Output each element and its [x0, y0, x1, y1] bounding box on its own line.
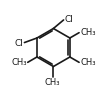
Text: CH₃: CH₃ [11, 58, 27, 67]
Text: CH₃: CH₃ [80, 58, 95, 67]
Text: Cl: Cl [64, 15, 73, 24]
Text: Cl: Cl [15, 39, 24, 48]
Text: CH₃: CH₃ [80, 28, 95, 37]
Text: CH₃: CH₃ [45, 78, 60, 87]
